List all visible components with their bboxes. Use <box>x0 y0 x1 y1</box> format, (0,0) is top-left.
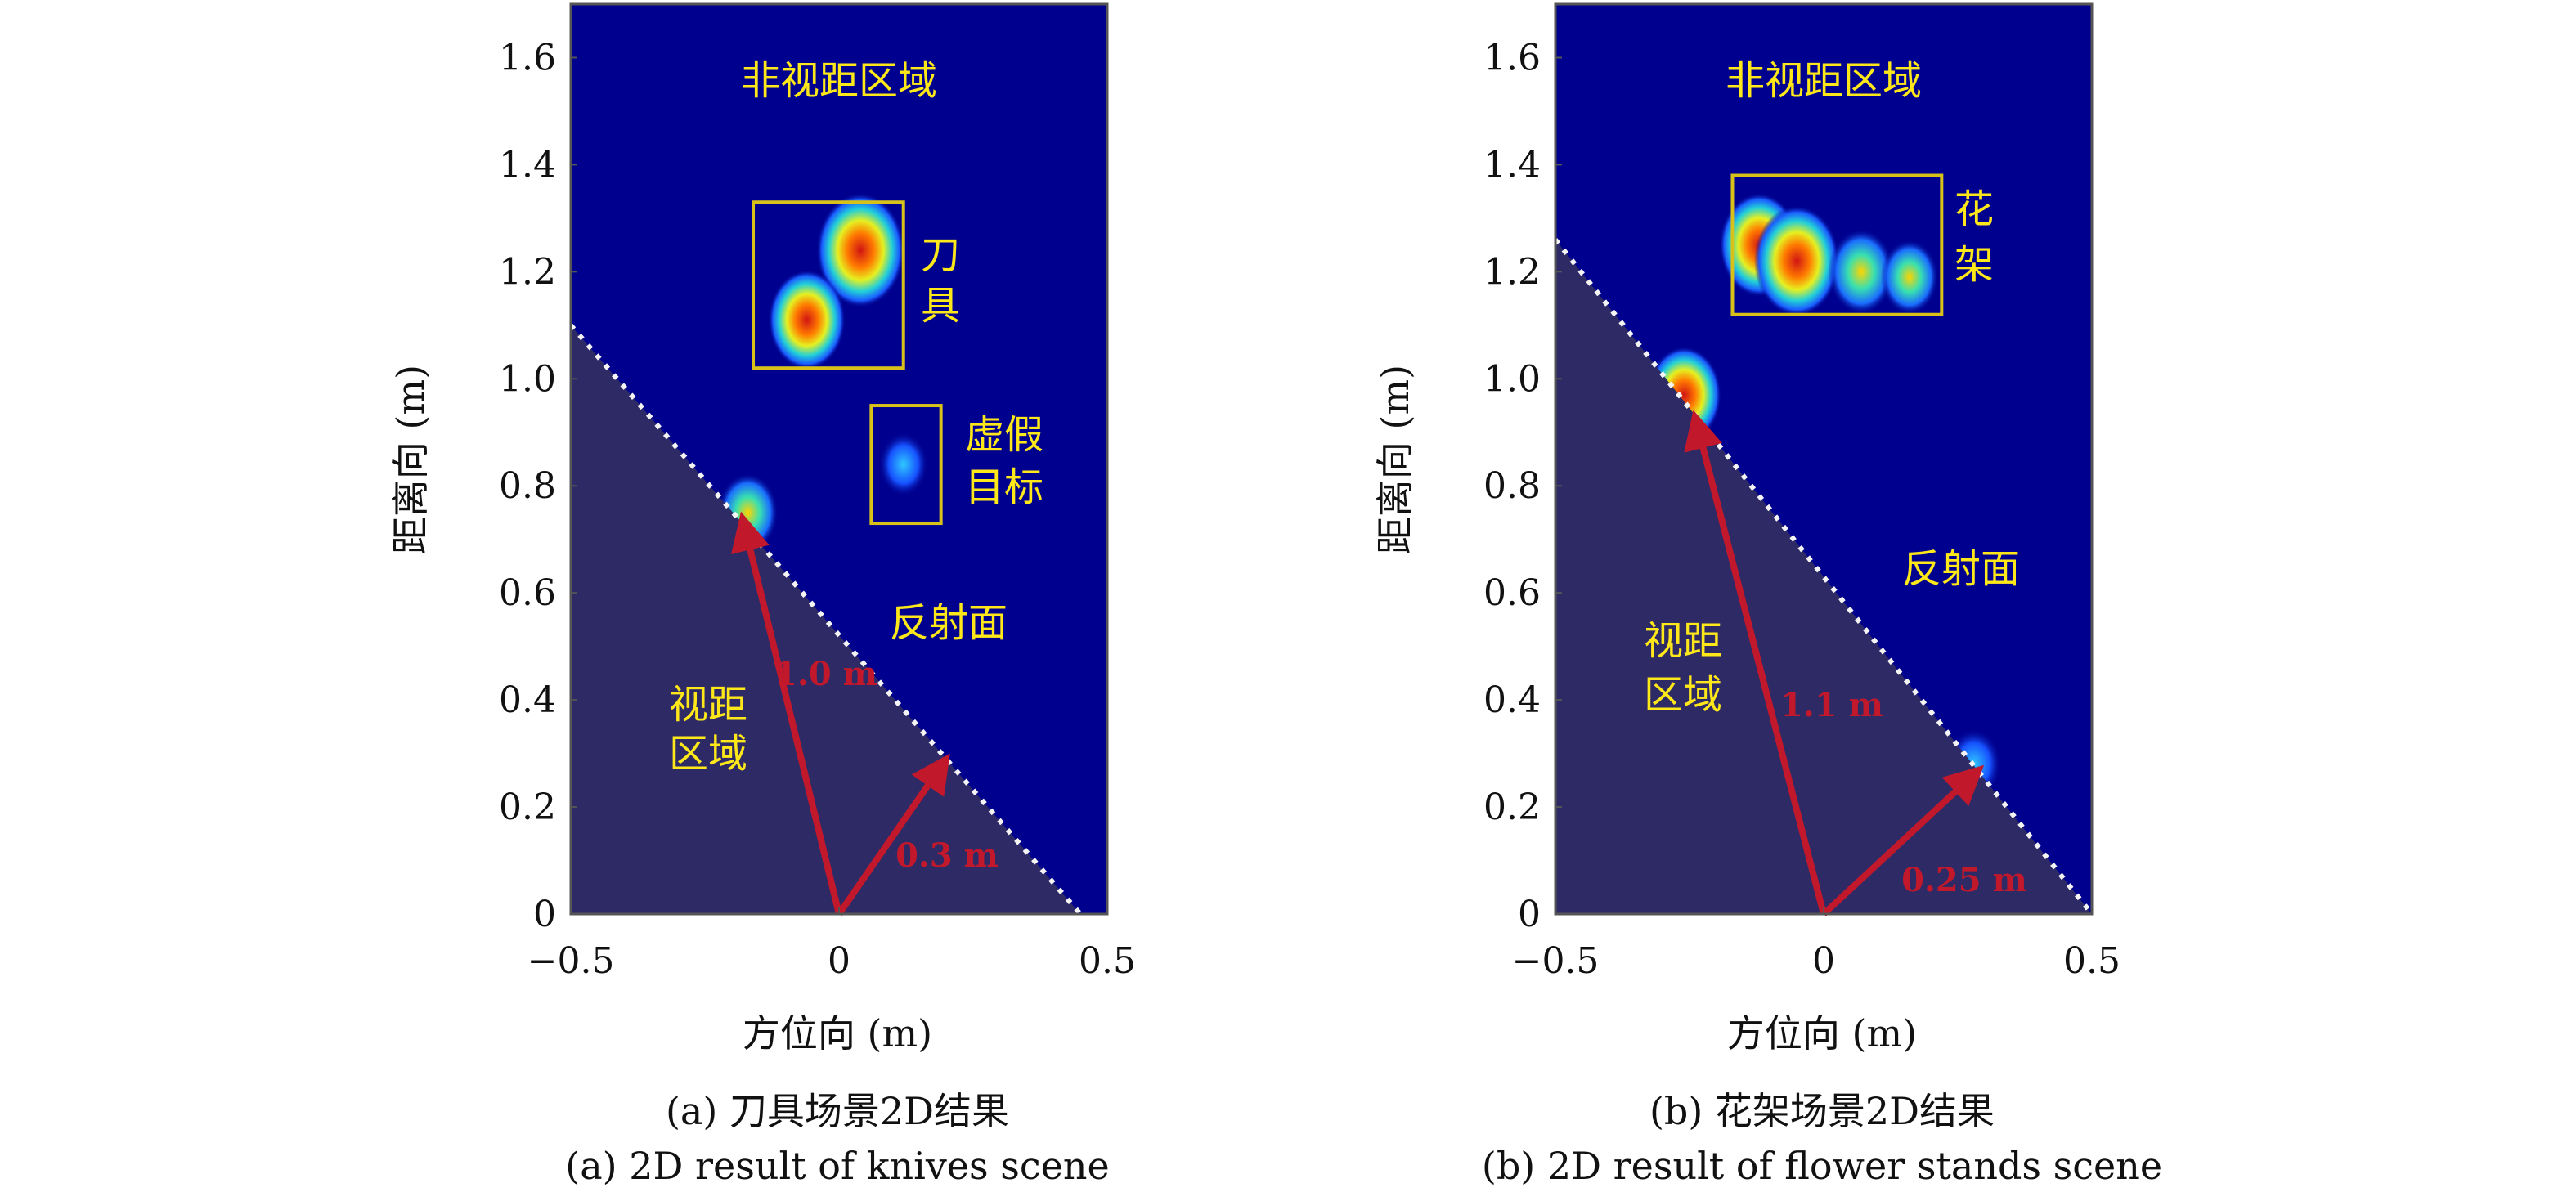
x-axis-label: 方位向 (m) <box>743 1011 932 1055</box>
y-tick-label: 0.2 <box>1483 786 1541 828</box>
y-tick-label: 0.8 <box>1483 465 1541 507</box>
heat-blob <box>1828 228 1895 315</box>
distance-label-long: 1.0 m <box>774 655 877 693</box>
los-region-shade <box>1555 240 2092 915</box>
heat-blob <box>816 193 905 308</box>
ghost-label-line2: 目标 <box>965 464 1043 510</box>
region-nlos-label: 非视距区域 <box>1726 58 1922 104</box>
caption-en: (a) 2D result of knives scene <box>565 1144 1109 1188</box>
y-tick-label: 1.6 <box>1483 37 1541 78</box>
caption-en: (b) 2D result of flower stands scene <box>1482 1144 2162 1188</box>
range-arrow <box>1821 764 1985 916</box>
target-label-line2: 具 <box>921 283 960 329</box>
range-arrow <box>731 511 842 915</box>
heat-blob <box>768 270 846 370</box>
target-label-line1: 花 <box>1954 186 1994 232</box>
x-tick-labels: −0.5 0 0.5 <box>527 907 1136 982</box>
region-los-line1: 视距 <box>1644 618 1722 664</box>
y-tick-label: 0 <box>1518 894 1541 935</box>
x-axis-label: 方位向 (m) <box>1727 1011 1917 1055</box>
panel-a: 0 0.2 0.4 0.6 0.8 1.0 1.2 1.4 1.6 −0.5 0 0.5 非视距区域… <box>388 2 1136 1188</box>
target-box <box>869 404 943 526</box>
y-axis-label: 距离向 (m) <box>1373 365 1417 554</box>
y-tick-labels: 0 0.2 0.4 0.6 0.8 1.0 1.2 1.4 1.6 <box>499 37 577 935</box>
x-tick-label: −0.5 <box>1512 940 1600 982</box>
panel-b: 0 0.2 0.4 0.6 0.8 1.0 1.2 1.4 1.6 −0.5 0 0.5 非视距区域… <box>1373 2 2162 1188</box>
y-tick-label: 0.6 <box>499 572 556 614</box>
y-axis-label: 距离向 (m) <box>388 365 433 554</box>
y-tick-label: 0.8 <box>499 465 556 507</box>
region-los-line1: 视距 <box>669 682 747 728</box>
region-los-line2: 区域 <box>669 731 747 777</box>
y-tick-label: 1.0 <box>499 358 556 400</box>
range-arrows <box>1684 410 1985 916</box>
range-arrow <box>836 753 950 916</box>
heat-blob <box>1753 205 1840 317</box>
target-box <box>1730 173 1944 316</box>
target-label-line2: 架 <box>1954 242 1994 288</box>
y-tick-label: 1.2 <box>1483 251 1541 293</box>
x-tick-label: −0.5 <box>527 940 615 982</box>
y-tick-label: 1.0 <box>1483 358 1541 400</box>
target-label-line1: 刀 <box>921 232 960 278</box>
y-tick-label: 0.2 <box>499 786 556 828</box>
reflector-label: 反射面 <box>890 600 1008 646</box>
x-tick-label: 0 <box>828 940 850 982</box>
y-tick-label: 0.4 <box>1483 679 1541 721</box>
x-tick-labels: −0.5 0 0.5 <box>1512 907 2120 982</box>
distance-label-short: 0.3 m <box>895 836 999 875</box>
y-tick-label: 0 <box>533 894 556 935</box>
ghost-label-line1: 虚假 <box>965 412 1043 458</box>
distance-label-short: 0.25 m <box>1901 861 2027 899</box>
target-boxes <box>1730 173 1944 316</box>
reflector-label: 反射面 <box>1902 546 2020 592</box>
range-arrow <box>1684 410 1827 916</box>
y-tick-label: 1.4 <box>1483 144 1541 186</box>
y-tick-label: 0.6 <box>1483 572 1541 614</box>
los-region-shade <box>571 325 1081 915</box>
target-boxes <box>752 200 943 526</box>
y-tick-label: 0.4 <box>499 679 556 721</box>
target-box <box>752 200 905 370</box>
y-tick-label: 1.2 <box>499 251 556 293</box>
x-tick-label: 0.5 <box>2063 940 2120 982</box>
x-tick-label: 0.5 <box>1079 940 1136 982</box>
heat-blob <box>878 432 928 497</box>
y-tick-labels: 0 0.2 0.4 0.6 0.8 1.0 1.2 1.4 1.6 <box>1483 37 1562 935</box>
region-nlos-label: 非视距区域 <box>741 58 937 104</box>
caption-cn: (a) 刀具场景2D结果 <box>666 1089 1009 1133</box>
range-arrows <box>731 511 950 916</box>
region-los-line2: 区域 <box>1644 672 1722 718</box>
x-tick-label: 0 <box>1812 940 1835 982</box>
distance-label-long: 1.1 m <box>1780 686 1883 724</box>
caption-cn: (b) 花架场景2D结果 <box>1649 1089 1995 1133</box>
heat-blob <box>1880 240 1939 315</box>
y-tick-label: 1.6 <box>499 37 556 78</box>
y-tick-label: 1.4 <box>499 144 556 186</box>
